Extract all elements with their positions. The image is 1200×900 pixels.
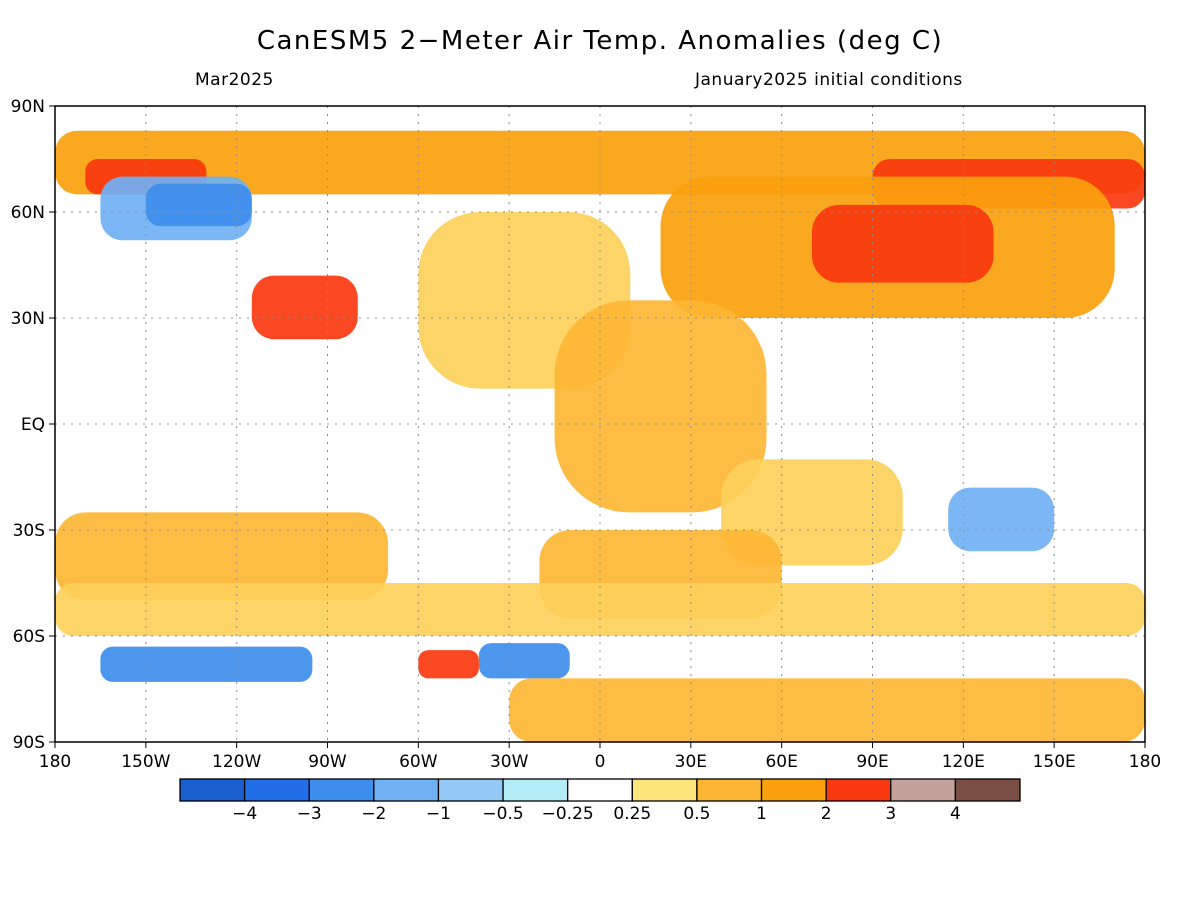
lat-tick-label: 30S: [13, 521, 45, 541]
lat-tick-label: EQ: [21, 415, 45, 435]
region-canada-cool: [145, 183, 252, 227]
colorbar-label: 1: [756, 804, 767, 824]
lat-tick-label: 60N: [11, 203, 45, 223]
lon-tick-label: 60E: [765, 752, 797, 772]
colorbar-label: 2: [821, 804, 832, 824]
lon-tick-label: 90W: [308, 752, 347, 772]
colorbar-label: 3: [885, 804, 896, 824]
colorbar-label: −0.5: [482, 804, 523, 824]
colorbar-swatch: [567, 778, 633, 802]
colorbar-label: −4: [232, 804, 257, 824]
initial-conditions-label: January2025 initial conditions: [695, 70, 963, 90]
colorbar: −4 −3 −2 −1 −0.5 −0.25 0.25 0.5 1 2 3 4: [179, 778, 1021, 824]
colorbar-swatch: [502, 778, 569, 802]
lon-tick-label: 150E: [1033, 752, 1076, 772]
region-australia-cool: [948, 487, 1055, 552]
region-antarctic-warm: [509, 678, 1146, 742]
colorbar-swatch: [308, 778, 375, 802]
region-antarctic-hot: [418, 650, 479, 679]
colorbar-label: −0.25: [542, 804, 594, 824]
region-africa-warm: [554, 300, 767, 513]
colorbar-label: 4: [950, 804, 961, 824]
lon-tick-label: 120W: [212, 752, 261, 772]
lon-tick-label: 180: [39, 752, 71, 772]
colorbar-swatch: [890, 778, 957, 802]
lon-tick-label: 30E: [675, 752, 707, 772]
lat-tick-label: 90S: [13, 733, 45, 753]
region-southern-ocean-warm: [55, 583, 1145, 636]
colorbar-swatch: [179, 778, 246, 802]
lon-tick-label: 150W: [121, 752, 170, 772]
lon-tick-label: 180: [1129, 752, 1161, 772]
region-antarctic-cold-2: [478, 643, 570, 679]
colorbar-label: 0.5: [683, 804, 710, 824]
colorbar-label: 0.25: [613, 804, 651, 824]
valid-month-label: Mar2025: [195, 70, 274, 90]
grid-lines: [55, 106, 1145, 742]
region-us-hot: [251, 275, 358, 340]
colorbar-swatch: [696, 778, 763, 802]
lon-tick-label: 120E: [942, 752, 985, 772]
lon-tick-label: 0: [595, 752, 606, 772]
colorbar-swatch: [437, 778, 504, 802]
chart-title: CanESM5 2−Meter Air Temp. Anomalies (deg…: [256, 26, 944, 56]
lat-tick-label: 30N: [11, 309, 45, 329]
colorbar-swatch: [373, 778, 440, 802]
colorbar-label: −1: [426, 804, 451, 824]
colorbar-label: −2: [361, 804, 386, 824]
lon-tick-label: 90E: [856, 752, 888, 772]
colorbar-label: −3: [297, 804, 322, 824]
colorbar-swatch: [825, 778, 892, 802]
lat-tick-label: 90N: [11, 97, 45, 117]
region-south-pacific-warm: [55, 512, 389, 601]
colorbar-swatch: [631, 778, 698, 802]
region-central-asia-hot: [811, 204, 994, 283]
lat-tick-label: 60S: [13, 627, 45, 647]
colorbar-swatch: [243, 778, 310, 802]
lon-tick-label: 30W: [490, 752, 529, 772]
colorbar-swatch: [760, 778, 827, 802]
lon-tick-label: 60W: [399, 752, 438, 772]
region-antarctic-cold: [100, 646, 313, 682]
colorbar-swatch: [954, 778, 1021, 802]
